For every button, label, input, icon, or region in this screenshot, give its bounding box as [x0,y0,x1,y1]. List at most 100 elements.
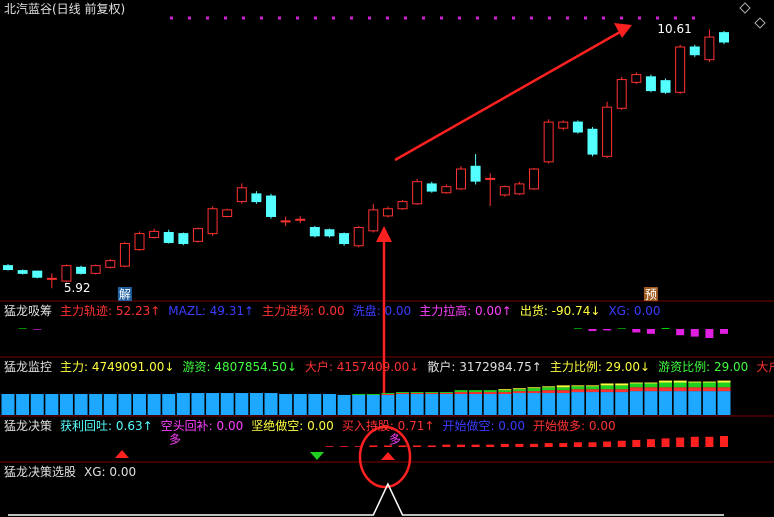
stacked-bar [717,391,731,415]
candle-body [251,193,262,203]
stacked-bar [249,393,263,415]
stacked-bar [673,387,687,392]
stacked-bar [717,387,731,392]
indicator-bar [661,327,670,329]
stacked-bar [366,394,380,415]
stacked-bar [673,391,687,415]
indicator-bar [486,444,495,447]
panel-header: 北汽蓝谷(日线 前复权) [4,0,133,17]
stacked-bar [629,391,643,415]
stacked-bar [74,393,88,415]
stacked-bar [220,393,234,415]
indicator-bar [33,329,42,330]
stacked-bar [585,385,599,387]
low-label: 5.92 [64,281,91,295]
stacked-bar [381,394,395,415]
indicator-bar [544,443,553,447]
stacked-bar [498,389,512,391]
stacked-bar [279,393,293,415]
stacked-bar [615,392,629,415]
candle-body [397,201,408,210]
indicator-bar [690,436,699,447]
high-label: 10.61 [657,22,691,36]
stacked-bar [688,387,702,392]
stacked-bar [644,387,658,392]
candle-body [46,277,57,280]
candle-body [192,228,203,242]
candle-body [426,183,437,192]
stacked-bar [337,394,351,415]
indicator-value: XG: 0.00 [608,304,661,318]
indicator-bar [588,442,597,447]
stacked-bar [264,393,278,415]
panel-header: 猛龙监控 主力: 4749091.00↓ 游资: 4807854.50↓ 大户: 41… [4,358,774,375]
stacked-bar [644,391,658,415]
signal-arrow [381,452,395,460]
candle-body [660,80,671,93]
stacked-bar [454,392,468,394]
indicator-bar [603,441,612,447]
stacked-bar [644,383,658,388]
indicator-value: 出货: -90.74↓ [519,304,601,318]
stacked-bar [498,393,512,415]
indicator-bar [383,445,392,447]
stacked-bar [483,393,497,415]
candle-body [455,168,466,190]
panel-title: 猛龙监控 [4,360,53,374]
indicator-bar [720,329,728,334]
panel-title: 猛龙决策选股 [4,465,77,479]
stacked-bar [702,387,716,392]
stacked-bar [717,382,731,388]
stacked-bar [425,393,439,394]
arrow [394,30,621,162]
indicator-value: 主力进场: 0.00 [262,304,345,318]
candle-body [32,270,43,278]
stacked-bar [483,392,497,394]
stacked-bar [498,390,512,393]
indicator-bar [632,439,641,447]
candle-body [236,187,247,203]
indicator-bar [325,446,334,447]
stacked-bar [512,391,526,394]
candle-body [616,79,627,109]
indicator-value: 散户: 3172984.75↑ [427,360,542,374]
stacked-bar [629,383,643,388]
candle-body [558,121,569,129]
stacked-bar [585,392,599,415]
indicator-bar [515,443,524,447]
indicator-bar [471,444,480,447]
indicator-bar [18,328,27,329]
stacked-bar [629,382,643,384]
stacked-bar [133,393,147,415]
stacked-bar [454,390,468,393]
stacked-bar [352,394,366,415]
indicator-value: MAZL: 49.31↑ [168,304,255,318]
stacked-bar [542,387,556,391]
signal-arrow [310,452,324,460]
candle-body [149,230,160,238]
stacked-bar [30,393,44,415]
stacked-bar [571,385,585,387]
stacked-bar [352,393,366,395]
indicator-bar [369,445,378,447]
candle-body [368,209,379,232]
candle-body [90,265,101,274]
indicator-bar [413,445,422,447]
indicator-bar [720,436,728,447]
marker: 解 [119,288,131,302]
stacked-bar [396,392,410,394]
stacked-bar [527,393,541,415]
stacked-bar [483,390,497,393]
indicator-bar [573,328,582,329]
stacked-bar [235,393,249,415]
stacked-bar [512,389,526,392]
indicator-value: 游资: 4807854.50↓ [182,360,297,374]
panel-header: 猛龙决策 获利回吐: 0.63↑ 空头回补: 0.00 坚绝做空: 0.00 买入持股:… [4,417,624,434]
stacked-bar [469,393,483,415]
candle-body [207,208,218,235]
stacked-bar [659,387,673,392]
indicator-bar [530,443,539,447]
candle-body [441,186,452,194]
indicator-bar [676,437,685,447]
stacked-bar [439,393,453,394]
